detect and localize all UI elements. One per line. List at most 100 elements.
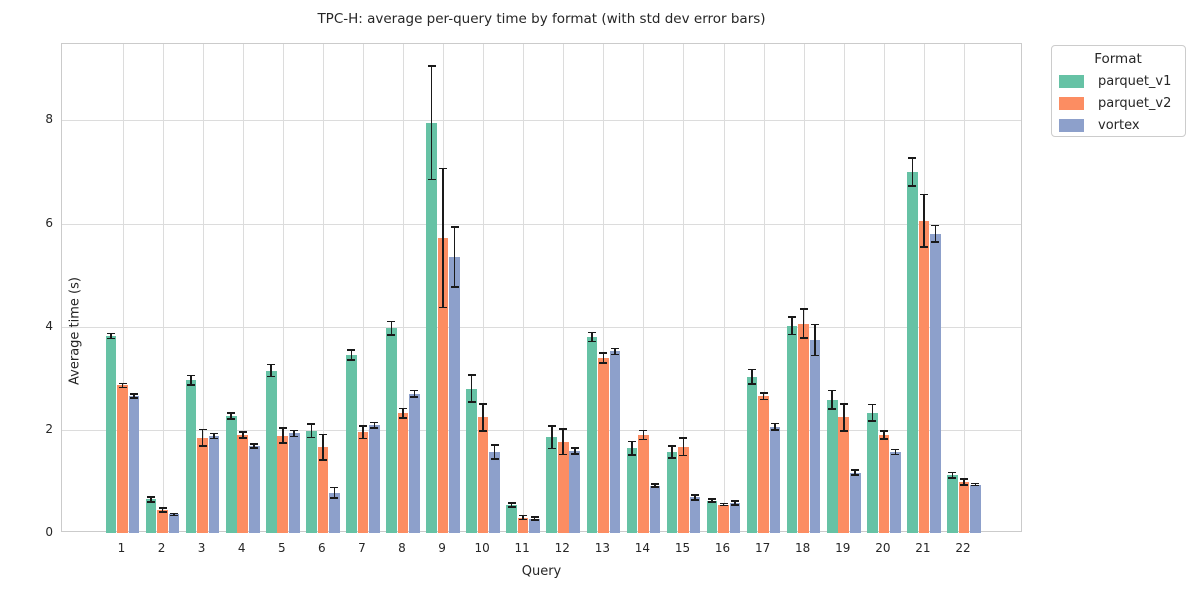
x-tick-label: 20 <box>875 541 891 555</box>
error-bar-cap <box>490 458 499 461</box>
error-bar-q3-parquet_v1 <box>190 375 192 385</box>
error-bar-cap <box>731 504 740 506</box>
bar-q16-parquet_v2 <box>718 504 729 533</box>
bar-q7-vortex <box>369 425 380 533</box>
error-bar-cap <box>227 418 236 420</box>
error-bar-cap <box>587 331 596 334</box>
error-bar-q5-vortex <box>293 430 296 437</box>
gridline-vertical <box>843 44 845 531</box>
error-bar-cap <box>879 438 888 440</box>
error-bar-q17-parquet_v1 <box>751 369 753 384</box>
error-bar-cap <box>267 375 276 378</box>
error-bar-cap <box>771 429 780 431</box>
error-bar-cap <box>839 403 848 405</box>
error-bar-cap <box>198 428 207 431</box>
bar-q19-parquet_v1 <box>826 399 838 533</box>
bar-q6-parquet_v1 <box>306 430 317 533</box>
error-bar-q12-parquet_v1 <box>550 425 553 449</box>
bar-q10-vortex <box>489 452 500 533</box>
legend-entry-parquet-v2: parquet_v2 <box>1059 92 1177 114</box>
error-bar-q3-parquet_v2 <box>201 429 204 446</box>
error-bar-q7-parquet_v1 <box>350 349 353 361</box>
error-bar-cap <box>450 286 459 288</box>
error-bar-cap <box>919 246 928 249</box>
error-bar-cap <box>667 457 676 459</box>
bar-q4-vortex <box>248 445 260 533</box>
error-bar-q10-parquet_v2 <box>482 404 484 431</box>
error-bar-q8-vortex <box>413 390 416 397</box>
bar-q1-parquet_v1 <box>105 335 117 533</box>
error-bar-q1-parquet_v1 <box>110 333 112 339</box>
error-bar-cap <box>519 518 528 521</box>
error-bar-cap <box>439 306 448 309</box>
bar-q6-parquet_v2 <box>317 447 329 533</box>
error-bar-cap <box>427 65 436 67</box>
error-bar-cap <box>107 337 115 340</box>
error-bar-cap <box>187 374 196 377</box>
error-bar-q13-parquet_v2 <box>602 352 605 364</box>
error-bar-cap <box>398 407 407 410</box>
error-bar-cap <box>908 157 917 159</box>
error-bar-q5-parquet_v1 <box>270 364 273 377</box>
x-tick-label: 21 <box>915 541 931 555</box>
legend-entry-label: vortex <box>1098 117 1140 133</box>
bar-q16-vortex <box>729 503 741 533</box>
gridline-vertical <box>643 44 645 531</box>
error-bar-q2-parquet_v2 <box>161 507 164 512</box>
gridline-vertical <box>683 44 685 531</box>
error-bar-cap <box>250 442 259 445</box>
error-bar-cap <box>130 397 138 399</box>
bar-q18-parquet_v1 <box>786 325 798 533</box>
error-bar-cap <box>891 453 900 456</box>
y-axis-label: Average time (s) <box>67 277 83 385</box>
x-tick-label: 2 <box>157 541 166 555</box>
error-bar-cap <box>427 178 436 181</box>
error-bar-cap <box>358 425 367 428</box>
error-bar-cap <box>639 438 648 441</box>
error-bar-cap <box>667 445 676 447</box>
error-bar-cap <box>147 501 156 503</box>
legend-entry-label: parquet_v2 <box>1098 95 1172 111</box>
bar-q1-vortex <box>128 395 140 533</box>
bar-q15-vortex <box>689 497 701 533</box>
x-tick-label: 19 <box>835 541 851 555</box>
error-bar-cap <box>587 340 596 343</box>
error-bar-cap <box>290 429 299 432</box>
error-bar-cap <box>828 389 837 392</box>
gridline-vertical <box>282 44 284 531</box>
legend-entry-parquet-v1: parquet_v1 <box>1059 70 1177 92</box>
error-bar-cap <box>679 437 688 439</box>
error-bar-cap <box>370 421 379 424</box>
x-tick-label: 15 <box>674 541 691 555</box>
error-bar-q19-vortex <box>854 470 857 476</box>
error-bar-cap <box>610 347 619 350</box>
error-bar-q19-parquet_v1 <box>831 390 834 410</box>
error-bar-cap <box>868 403 877 406</box>
bar-q7-parquet_v2 <box>357 432 369 533</box>
error-bar-cap <box>267 363 276 366</box>
error-bar-cap <box>410 396 419 398</box>
error-bar-cap <box>467 401 476 403</box>
error-bar-q6-parquet_v1 <box>310 424 313 438</box>
x-tick-label: 13 <box>594 541 610 555</box>
error-bar-cap <box>318 459 327 462</box>
bar-q2-vortex <box>168 514 180 533</box>
error-bar-cap <box>318 433 327 436</box>
bar-q9-parquet_v2 <box>437 237 449 533</box>
bar-q20-parquet_v1 <box>867 412 878 533</box>
bar-q11-parquet_v1 <box>506 505 517 533</box>
error-bar-cap <box>170 512 179 515</box>
error-bar-q9-parquet_v2 <box>442 168 444 308</box>
bar-q12-vortex <box>569 450 581 533</box>
gridline-horizontal <box>62 429 1021 431</box>
error-bar-cap <box>387 334 396 336</box>
error-bar-cap <box>347 359 356 361</box>
error-bar-q17-vortex <box>774 423 776 430</box>
gridline-vertical <box>883 44 885 531</box>
error-bar-cap <box>948 471 957 474</box>
error-bar-cap <box>278 442 287 445</box>
error-bar-cap <box>811 354 820 357</box>
error-bar-q2-parquet_v1 <box>150 496 152 503</box>
chart-title: TPC-H: average per-query time by format … <box>317 11 766 27</box>
bar-q17-vortex <box>769 426 781 533</box>
